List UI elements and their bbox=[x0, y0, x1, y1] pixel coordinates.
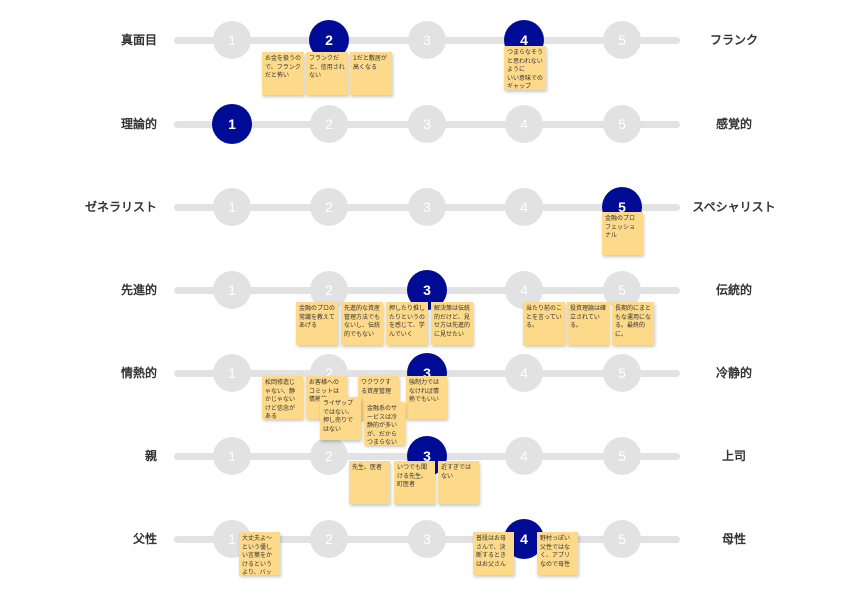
scale-label-right: 冷静的 bbox=[715, 366, 752, 380]
scale-label-right: 感覚的 bbox=[715, 117, 752, 131]
sticky-note[interactable]: ライザップではない、押し売りではない bbox=[320, 397, 361, 440]
scale-point-selected[interactable]: 1 bbox=[212, 104, 252, 144]
scale-label-left: 情熱的 bbox=[120, 366, 157, 380]
sticky-note[interactable]: 大丈夫よ〜という優しい言葉をかけるというより、バッサリいく bbox=[239, 532, 280, 575]
scale-label-left: 真面目 bbox=[120, 33, 157, 47]
scale-label-right: スペシャリスト bbox=[692, 200, 776, 214]
scale-point[interactable]: 1 bbox=[213, 188, 251, 226]
scale-label-right: 伝統的 bbox=[715, 283, 752, 297]
sticky-note[interactable]: 解決策は伝統的だけど、見せ方は先進的に見せたい bbox=[431, 302, 473, 345]
sticky-note[interactable]: 松岡修造じゃない、静かじゃないけど信念がある bbox=[262, 376, 303, 419]
scale-point[interactable]: 4 bbox=[505, 105, 543, 143]
scale-label-left: ゼネラリスト bbox=[84, 200, 157, 214]
scale-point[interactable]: 5 bbox=[603, 105, 641, 143]
scale-point[interactable]: 4 bbox=[505, 354, 543, 392]
scale-point[interactable]: 4 bbox=[505, 437, 543, 475]
sticky-note[interactable]: 野村っぽい父性ではなく、アプリなので母性 bbox=[537, 532, 578, 575]
sticky-note[interactable]: 近すぎではない bbox=[438, 461, 479, 504]
scale-point[interactable]: 4 bbox=[505, 188, 543, 226]
scale-label-left: 理論的 bbox=[120, 117, 157, 131]
scale-point[interactable]: 5 bbox=[603, 437, 641, 475]
sticky-note[interactable]: いつでも聞ける先生、町医者 bbox=[394, 461, 435, 504]
sticky-note[interactable]: 金融のプロフェッショナル bbox=[602, 212, 643, 255]
scale-point[interactable]: 3 bbox=[408, 520, 446, 558]
sticky-note[interactable]: つまらなそうと思われないように いい意味でのギャップ bbox=[504, 46, 546, 90]
sticky-note[interactable]: 先進的な資産管理方法でもないし、伝統的でもない bbox=[341, 302, 383, 345]
sticky-note[interactable]: フランクだと、信用されない bbox=[306, 52, 348, 95]
scale-label-right: 母性 bbox=[721, 532, 746, 546]
scale-point[interactable]: 3 bbox=[408, 188, 446, 226]
scale-label-left: 親 bbox=[144, 449, 157, 463]
scale-point[interactable]: 2 bbox=[310, 188, 348, 226]
sticky-note[interactable]: 当たり前のことを言っている。 bbox=[523, 302, 565, 345]
scale-point[interactable]: 3 bbox=[408, 105, 446, 143]
scale-point[interactable]: 2 bbox=[310, 520, 348, 558]
sticky-note[interactable]: お金を扱うので、フランクだと怖い bbox=[262, 52, 304, 95]
scale-point[interactable]: 2 bbox=[310, 105, 348, 143]
scale-point[interactable]: 1 bbox=[213, 437, 251, 475]
scale-point[interactable]: 1 bbox=[213, 271, 251, 309]
sticky-note[interactable]: 金融系のサービスは冷静的が多いが、だからつまらない bbox=[364, 402, 405, 445]
sticky-note[interactable]: 押したり推したりというのを感じて、学んでいく bbox=[386, 302, 428, 345]
sticky-note[interactable]: 長期的にまともな運用になる。最終的に。 bbox=[612, 302, 654, 345]
sticky-note[interactable]: 普段はお母さんで、決断するときはお父さん bbox=[473, 532, 514, 575]
sticky-note[interactable]: 強制力ではなければ情熱でもいい bbox=[406, 376, 447, 419]
scale-point[interactable]: 1 bbox=[213, 21, 251, 59]
scale-point[interactable]: 2 bbox=[310, 437, 348, 475]
scale-point[interactable]: 5 bbox=[603, 520, 641, 558]
scale-point[interactable]: 1 bbox=[213, 354, 251, 392]
sticky-note[interactable]: 1だと敷居が高くなる bbox=[350, 52, 392, 95]
scale-point[interactable]: 5 bbox=[603, 21, 641, 59]
scale-point[interactable]: 3 bbox=[408, 21, 446, 59]
scale-label-left: 先進的 bbox=[120, 283, 157, 297]
scale-point[interactable]: 5 bbox=[603, 354, 641, 392]
scale-label-left: 父性 bbox=[132, 532, 157, 546]
sticky-note[interactable]: 金融のプロの常識を教えてあげる bbox=[296, 302, 338, 345]
scale-label-right: フランク bbox=[709, 33, 758, 47]
scale-label-right: 上司 bbox=[721, 449, 746, 463]
sticky-note[interactable]: 投資理論は確立されている。 bbox=[567, 302, 609, 345]
sticky-note[interactable]: 先生、医者 bbox=[349, 461, 390, 504]
